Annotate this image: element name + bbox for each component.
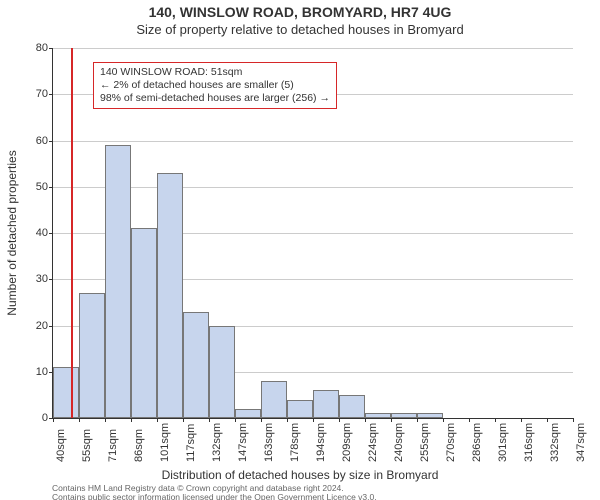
histogram-bar bbox=[235, 409, 261, 418]
xtick-label: 224sqm bbox=[367, 423, 379, 462]
xtick-label: 301sqm bbox=[497, 423, 509, 462]
marker-line bbox=[71, 48, 73, 418]
xtick-mark bbox=[105, 418, 106, 422]
xtick-mark bbox=[235, 418, 236, 422]
ytick-mark bbox=[49, 94, 53, 95]
xtick-mark bbox=[443, 418, 444, 422]
xtick-label: 347sqm bbox=[575, 423, 587, 462]
ytick-label: 20 bbox=[18, 320, 48, 332]
gridline bbox=[53, 141, 573, 142]
xtick-mark bbox=[157, 418, 158, 422]
xtick-mark bbox=[365, 418, 366, 422]
xtick-label: 132sqm bbox=[211, 423, 223, 462]
xtick-label: 255sqm bbox=[419, 423, 431, 462]
xtick-label: 286sqm bbox=[471, 423, 483, 462]
ytick-label: 60 bbox=[18, 135, 48, 147]
annotation-line2: ← 2% of detached houses are smaller (5) bbox=[100, 79, 330, 92]
xtick-mark bbox=[573, 418, 574, 422]
histogram-bar bbox=[157, 173, 183, 418]
chart-title-main: 140, WINSLOW ROAD, BROMYARD, HR7 4UG bbox=[0, 4, 600, 20]
histogram-bar bbox=[391, 413, 417, 418]
ytick-mark bbox=[49, 48, 53, 49]
xtick-mark bbox=[53, 418, 54, 422]
xtick-mark bbox=[287, 418, 288, 422]
ytick-label: 40 bbox=[18, 227, 48, 239]
xtick-mark bbox=[183, 418, 184, 422]
xtick-mark bbox=[469, 418, 470, 422]
xtick-label: 178sqm bbox=[289, 423, 301, 462]
xtick-label: 86sqm bbox=[133, 429, 145, 462]
xtick-mark bbox=[495, 418, 496, 422]
chart-title-sub: Size of property relative to detached ho… bbox=[0, 22, 600, 37]
histogram-bar bbox=[313, 390, 339, 418]
xtick-mark bbox=[521, 418, 522, 422]
xtick-mark bbox=[339, 418, 340, 422]
annotation-line3: 98% of semi-detached houses are larger (… bbox=[100, 92, 330, 105]
gridline bbox=[53, 187, 573, 188]
xtick-label: 71sqm bbox=[107, 429, 119, 462]
histogram-bar bbox=[339, 395, 365, 418]
xtick-label: 117sqm bbox=[185, 424, 197, 462]
chart-root: 140, WINSLOW ROAD, BROMYARD, HR7 4UG Siz… bbox=[0, 0, 600, 500]
ytick-mark bbox=[49, 326, 53, 327]
xtick-label: 55sqm bbox=[81, 429, 93, 462]
xtick-label: 240sqm bbox=[393, 423, 405, 462]
xtick-label: 316sqm bbox=[523, 423, 535, 462]
histogram-bar bbox=[105, 145, 131, 418]
xtick-mark bbox=[547, 418, 548, 422]
xtick-label: 40sqm bbox=[55, 429, 67, 462]
xtick-label: 332sqm bbox=[549, 423, 561, 462]
ytick-mark bbox=[49, 187, 53, 188]
annotation-line1: 140 WINSLOW ROAD: 51sqm bbox=[100, 66, 330, 79]
footer-attribution: Contains HM Land Registry data © Crown c… bbox=[52, 484, 572, 500]
gridline bbox=[53, 48, 573, 49]
ytick-mark bbox=[49, 233, 53, 234]
plot-area: 140 WINSLOW ROAD: 51sqm ← 2% of detached… bbox=[52, 48, 573, 419]
ytick-label: 50 bbox=[18, 181, 48, 193]
xtick-mark bbox=[391, 418, 392, 422]
ytick-mark bbox=[49, 279, 53, 280]
ytick-label: 70 bbox=[18, 88, 48, 100]
ytick-mark bbox=[49, 141, 53, 142]
xtick-mark bbox=[261, 418, 262, 422]
ytick-label: 10 bbox=[18, 366, 48, 378]
xtick-mark bbox=[209, 418, 210, 422]
histogram-bar bbox=[287, 400, 313, 419]
xtick-label: 147sqm bbox=[237, 423, 249, 462]
histogram-bar bbox=[365, 413, 391, 418]
histogram-bar bbox=[79, 293, 105, 418]
ytick-label: 80 bbox=[18, 42, 48, 54]
xtick-mark bbox=[417, 418, 418, 422]
footer-line2: Contains public sector information licen… bbox=[52, 493, 572, 500]
histogram-bar bbox=[183, 312, 209, 418]
ytick-label: 0 bbox=[18, 412, 48, 424]
x-axis-label: Distribution of detached houses by size … bbox=[0, 468, 600, 482]
histogram-bar bbox=[131, 228, 157, 418]
xtick-mark bbox=[313, 418, 314, 422]
xtick-label: 101sqm bbox=[159, 423, 171, 462]
xtick-label: 163sqm bbox=[263, 423, 275, 462]
histogram-bar bbox=[417, 413, 443, 418]
histogram-bar bbox=[261, 381, 287, 418]
xtick-label: 270sqm bbox=[445, 423, 457, 462]
xtick-label: 209sqm bbox=[341, 423, 353, 462]
xtick-mark bbox=[79, 418, 80, 422]
y-axis-label: Number of detached properties bbox=[5, 150, 19, 315]
ytick-label: 30 bbox=[18, 273, 48, 285]
xtick-label: 194sqm bbox=[315, 423, 327, 462]
annotation-box: 140 WINSLOW ROAD: 51sqm ← 2% of detached… bbox=[93, 62, 337, 109]
histogram-bar bbox=[209, 326, 235, 419]
xtick-mark bbox=[131, 418, 132, 422]
histogram-bar bbox=[53, 367, 79, 418]
